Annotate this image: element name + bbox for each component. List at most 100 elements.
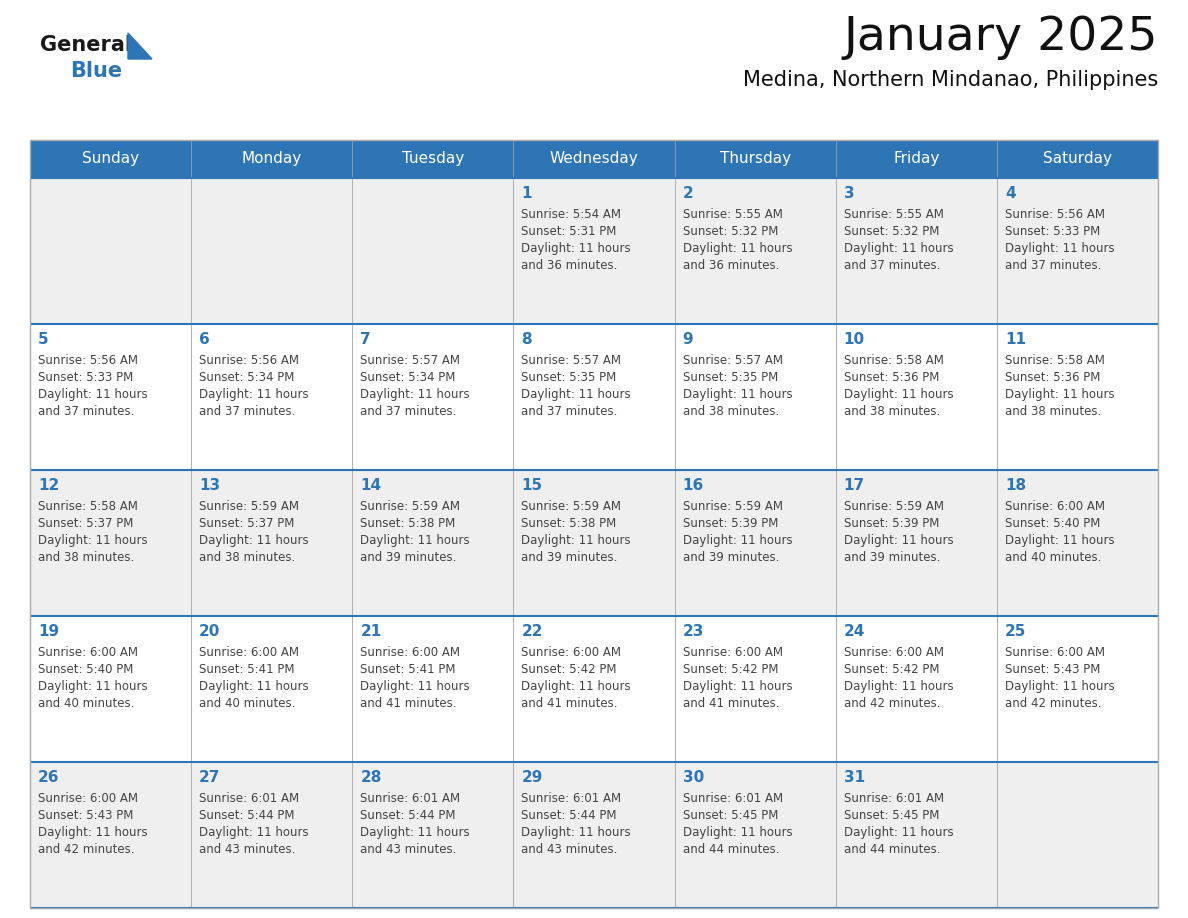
Text: Sunday: Sunday (82, 151, 139, 166)
Text: and 38 minutes.: and 38 minutes. (843, 405, 940, 418)
Text: Sunset: 5:44 PM: Sunset: 5:44 PM (200, 809, 295, 822)
Text: and 40 minutes.: and 40 minutes. (1005, 551, 1101, 564)
Polygon shape (128, 33, 152, 59)
Text: 19: 19 (38, 624, 59, 639)
Text: Daylight: 11 hours: Daylight: 11 hours (843, 680, 953, 693)
Text: and 43 minutes.: and 43 minutes. (522, 843, 618, 856)
Text: Sunrise: 6:01 AM: Sunrise: 6:01 AM (683, 792, 783, 805)
Text: 13: 13 (200, 478, 220, 493)
Text: Sunrise: 5:58 AM: Sunrise: 5:58 AM (38, 500, 138, 513)
Text: and 44 minutes.: and 44 minutes. (683, 843, 779, 856)
Text: Daylight: 11 hours: Daylight: 11 hours (200, 534, 309, 547)
Text: Sunset: 5:43 PM: Sunset: 5:43 PM (38, 809, 133, 822)
Text: and 37 minutes.: and 37 minutes. (200, 405, 296, 418)
Text: Sunrise: 6:01 AM: Sunrise: 6:01 AM (200, 792, 299, 805)
Text: Sunrise: 6:00 AM: Sunrise: 6:00 AM (38, 792, 138, 805)
Text: Daylight: 11 hours: Daylight: 11 hours (522, 388, 631, 401)
Text: and 38 minutes.: and 38 minutes. (38, 551, 134, 564)
Text: Daylight: 11 hours: Daylight: 11 hours (200, 388, 309, 401)
Text: Sunrise: 6:00 AM: Sunrise: 6:00 AM (1005, 646, 1105, 659)
Text: and 40 minutes.: and 40 minutes. (38, 697, 134, 710)
Text: Daylight: 11 hours: Daylight: 11 hours (843, 826, 953, 839)
Text: 16: 16 (683, 478, 703, 493)
Text: 4: 4 (1005, 186, 1016, 201)
Text: Sunrise: 5:56 AM: Sunrise: 5:56 AM (200, 354, 299, 367)
Text: Sunset: 5:31 PM: Sunset: 5:31 PM (522, 225, 617, 238)
Text: and 37 minutes.: and 37 minutes. (360, 405, 456, 418)
Text: Sunrise: 5:56 AM: Sunrise: 5:56 AM (1005, 208, 1105, 221)
Text: Sunrise: 5:59 AM: Sunrise: 5:59 AM (522, 500, 621, 513)
Text: Daylight: 11 hours: Daylight: 11 hours (522, 534, 631, 547)
Text: 31: 31 (843, 770, 865, 785)
Bar (30, 470, 1158, 616)
Text: Sunrise: 5:55 AM: Sunrise: 5:55 AM (683, 208, 783, 221)
Text: 10: 10 (843, 332, 865, 347)
Text: Sunset: 5:42 PM: Sunset: 5:42 PM (683, 663, 778, 676)
Text: 25: 25 (1005, 624, 1026, 639)
Text: Sunset: 5:40 PM: Sunset: 5:40 PM (38, 663, 133, 676)
Text: 8: 8 (522, 332, 532, 347)
Text: Blue: Blue (70, 61, 122, 81)
Text: Wednesday: Wednesday (550, 151, 638, 166)
Text: Daylight: 11 hours: Daylight: 11 hours (38, 388, 147, 401)
Text: Sunset: 5:35 PM: Sunset: 5:35 PM (683, 371, 778, 384)
Text: Daylight: 11 hours: Daylight: 11 hours (1005, 242, 1114, 255)
Text: Sunset: 5:45 PM: Sunset: 5:45 PM (843, 809, 939, 822)
Text: 12: 12 (38, 478, 59, 493)
Text: and 40 minutes.: and 40 minutes. (200, 697, 296, 710)
Text: and 42 minutes.: and 42 minutes. (1005, 697, 1101, 710)
Text: and 38 minutes.: and 38 minutes. (1005, 405, 1101, 418)
Text: Daylight: 11 hours: Daylight: 11 hours (360, 680, 470, 693)
Text: Sunset: 5:36 PM: Sunset: 5:36 PM (1005, 371, 1100, 384)
Text: Friday: Friday (893, 151, 940, 166)
Text: 17: 17 (843, 478, 865, 493)
Text: Sunset: 5:33 PM: Sunset: 5:33 PM (38, 371, 133, 384)
Text: Daylight: 11 hours: Daylight: 11 hours (1005, 534, 1114, 547)
Text: 20: 20 (200, 624, 221, 639)
Text: Sunrise: 6:00 AM: Sunrise: 6:00 AM (683, 646, 783, 659)
Text: General: General (40, 35, 132, 55)
Text: Daylight: 11 hours: Daylight: 11 hours (200, 680, 309, 693)
Text: Sunset: 5:33 PM: Sunset: 5:33 PM (1005, 225, 1100, 238)
Text: and 39 minutes.: and 39 minutes. (843, 551, 940, 564)
Text: and 36 minutes.: and 36 minutes. (683, 259, 779, 272)
Text: 22: 22 (522, 624, 543, 639)
Text: Thursday: Thursday (720, 151, 791, 166)
Text: Sunset: 5:37 PM: Sunset: 5:37 PM (38, 517, 133, 530)
Text: Sunrise: 5:59 AM: Sunrise: 5:59 AM (683, 500, 783, 513)
Text: Sunrise: 6:00 AM: Sunrise: 6:00 AM (38, 646, 138, 659)
Text: Sunset: 5:37 PM: Sunset: 5:37 PM (200, 517, 295, 530)
Text: Daylight: 11 hours: Daylight: 11 hours (38, 534, 147, 547)
Text: Daylight: 11 hours: Daylight: 11 hours (843, 242, 953, 255)
Text: Daylight: 11 hours: Daylight: 11 hours (38, 680, 147, 693)
Text: 29: 29 (522, 770, 543, 785)
Text: 3: 3 (843, 186, 854, 201)
Text: Daylight: 11 hours: Daylight: 11 hours (522, 242, 631, 255)
Text: and 39 minutes.: and 39 minutes. (683, 551, 779, 564)
Text: Sunset: 5:32 PM: Sunset: 5:32 PM (683, 225, 778, 238)
Text: Daylight: 11 hours: Daylight: 11 hours (522, 680, 631, 693)
Text: and 37 minutes.: and 37 minutes. (843, 259, 940, 272)
Text: 15: 15 (522, 478, 543, 493)
Text: and 37 minutes.: and 37 minutes. (38, 405, 134, 418)
Text: Sunset: 5:39 PM: Sunset: 5:39 PM (843, 517, 939, 530)
Text: 1: 1 (522, 186, 532, 201)
Text: Daylight: 11 hours: Daylight: 11 hours (843, 534, 953, 547)
Bar (30, 324, 1158, 470)
Text: 24: 24 (843, 624, 865, 639)
Text: and 37 minutes.: and 37 minutes. (1005, 259, 1101, 272)
Text: Daylight: 11 hours: Daylight: 11 hours (360, 534, 470, 547)
Text: Monday: Monday (241, 151, 302, 166)
Bar (30, 140, 1158, 908)
Text: Sunset: 5:44 PM: Sunset: 5:44 PM (360, 809, 456, 822)
Text: and 41 minutes.: and 41 minutes. (360, 697, 456, 710)
Text: and 41 minutes.: and 41 minutes. (683, 697, 779, 710)
Text: and 39 minutes.: and 39 minutes. (522, 551, 618, 564)
Text: Daylight: 11 hours: Daylight: 11 hours (683, 388, 792, 401)
Text: and 43 minutes.: and 43 minutes. (360, 843, 456, 856)
Text: Daylight: 11 hours: Daylight: 11 hours (200, 826, 309, 839)
Text: Sunrise: 5:57 AM: Sunrise: 5:57 AM (360, 354, 460, 367)
Text: and 41 minutes.: and 41 minutes. (522, 697, 618, 710)
Text: and 42 minutes.: and 42 minutes. (843, 697, 940, 710)
Text: Daylight: 11 hours: Daylight: 11 hours (843, 388, 953, 401)
